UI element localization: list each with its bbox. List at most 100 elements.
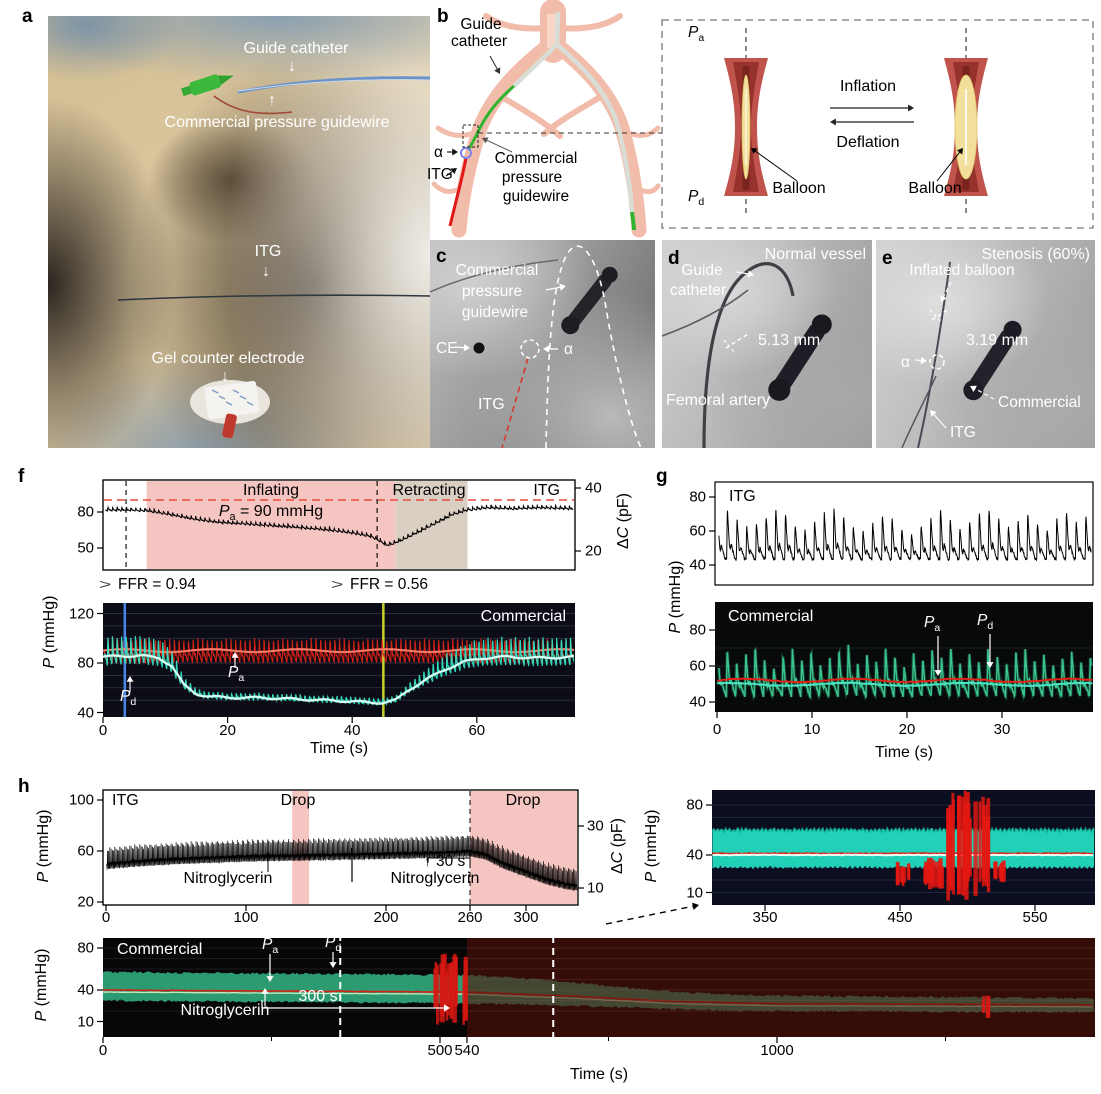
arrow-up-icon: ↑: [424, 853, 431, 869]
label-deflation: Deflation: [836, 134, 900, 151]
label-guide-2: catheter: [669, 282, 727, 299]
tick-label: 50: [77, 539, 94, 557]
panel-d-xray: [662, 240, 872, 448]
panel-letter-c: c: [436, 246, 447, 267]
label-alpha: α: [434, 144, 443, 161]
label-inflating: Inflating: [242, 482, 300, 499]
arrow-down-icon: ↓: [221, 368, 229, 385]
tick-label: 20: [219, 722, 236, 739]
label-pa: Pa: [924, 614, 941, 635]
tick-label: 30: [587, 817, 604, 835]
tick-label: 30: [993, 721, 1011, 738]
label-itg: ITG: [427, 166, 453, 183]
f-y-axis-label: P (mmHg): [41, 595, 59, 669]
label-alpha: α: [901, 354, 910, 371]
f-x-axis-label: Time (s): [309, 740, 369, 757]
tick-label: 300: [513, 909, 539, 926]
label-guide-1: Guide: [460, 16, 502, 33]
panel-e-xray: [876, 240, 1095, 448]
h-top-y-axis-label: P (mmHg): [35, 809, 53, 883]
panel-c-connector: [561, 266, 618, 335]
label-30s: 30 s: [436, 853, 466, 870]
panel-letter-d: d: [668, 248, 680, 269]
tick-label: 80: [689, 621, 706, 639]
label-pd: Pd: [120, 688, 137, 709]
label-ffr-2: FFR = 0.56: [350, 576, 428, 593]
label-300s: 300 s: [298, 988, 338, 1005]
label-gel-electrode: Gel counter electrode: [151, 350, 305, 367]
label-alpha: α: [564, 341, 573, 358]
label-itg: ITG: [478, 396, 505, 413]
tick-label: 60: [689, 657, 706, 675]
panel-e-title: Stenosis (60%): [981, 246, 1091, 263]
tick-label: 80: [686, 796, 703, 814]
panel-letter-e: e: [882, 248, 893, 269]
label-nitroglycerin-1: Nitroglycerin: [183, 870, 273, 887]
label-pa-90: Pa = 90 mmHg: [218, 503, 324, 524]
tick-label: 200: [373, 909, 399, 926]
panel-a-photo: [48, 16, 430, 448]
arrow-down-icon: ↓: [288, 58, 296, 75]
label-ffr-1: FFR = 0.94: [118, 576, 196, 593]
tick-label: 540: [454, 1042, 480, 1059]
tick-label: 100: [233, 909, 259, 926]
label-commercial: Commercial: [480, 608, 566, 625]
tick-label: 40: [77, 981, 94, 999]
tick-label: 20: [898, 721, 916, 738]
tick-label: 10: [686, 884, 703, 901]
panel-d-title: Normal vessel: [764, 246, 866, 263]
tick-label: 80: [77, 503, 94, 521]
label-drop-2: Drop: [505, 792, 541, 809]
h-x-axis-label: Time (s): [569, 1066, 629, 1083]
label-drop-1: Drop: [280, 792, 316, 809]
label-commercial: Commercial: [117, 941, 203, 958]
g-y-axis-label: P (mmHg): [667, 560, 685, 634]
label-balloon-right: Balloon: [908, 180, 962, 197]
label-balloon-left: Balloon: [772, 180, 826, 197]
label-pa: Pa: [688, 24, 705, 45]
chevron-icon: >: [330, 576, 344, 592]
label-itg: ITG: [950, 424, 976, 441]
panel-letter-a: a: [22, 6, 33, 27]
tick-label: 0: [98, 1042, 108, 1059]
panel-letter-f: f: [18, 466, 25, 487]
arrow-up-icon: ↑: [268, 92, 276, 109]
tick-label: 120: [68, 605, 94, 622]
g-x-axis-label: Time (s): [874, 744, 934, 761]
label-commercial: Commercial: [728, 608, 814, 625]
tick-label: 80: [689, 488, 706, 506]
label-commercial-3: guidewire: [502, 188, 570, 205]
tick-label: 500: [427, 1042, 453, 1059]
tick-label: 40: [686, 846, 703, 864]
label-measurement: 5.13 mm: [758, 332, 821, 349]
tick-label: 40: [689, 693, 706, 711]
tick-label: 10: [587, 879, 604, 897]
f-right-axis-label: ΔC (pF): [615, 492, 633, 550]
h-top-right-axis-label: ΔC (pF): [609, 817, 627, 875]
tick-label: 350: [752, 909, 778, 926]
panel-d-connector: [768, 314, 832, 401]
label-itg: ITG: [254, 243, 282, 260]
label-inflated-balloon: Inflated balloon: [909, 262, 1015, 279]
label-pd: Pd: [688, 188, 705, 209]
tick-label: 40: [343, 722, 361, 739]
label-pa: Pa: [262, 936, 279, 957]
tick-label: 60: [468, 722, 486, 739]
tick-label: 100: [68, 791, 94, 809]
tick-label: 10: [803, 721, 821, 738]
h-inset-y-axis-label: P (mmHg): [643, 809, 661, 883]
label-itg: ITG: [533, 482, 560, 499]
label-itg: ITG: [729, 488, 756, 505]
tick-label: 60: [77, 842, 94, 860]
label-commercial-guidewire: Commercial pressure guidewire: [164, 114, 390, 131]
panel-e-connector: [963, 320, 1022, 401]
tick-label: 60: [689, 522, 706, 540]
tick-label: 20: [585, 542, 602, 560]
tick-label: 0: [101, 909, 111, 926]
label-guide-catheter: Guide catheter: [243, 40, 349, 57]
label-measurement: 3.19 mm: [966, 332, 1029, 349]
label-guide-2: catheter: [450, 33, 508, 50]
label-guide-1: Guide: [681, 262, 723, 279]
